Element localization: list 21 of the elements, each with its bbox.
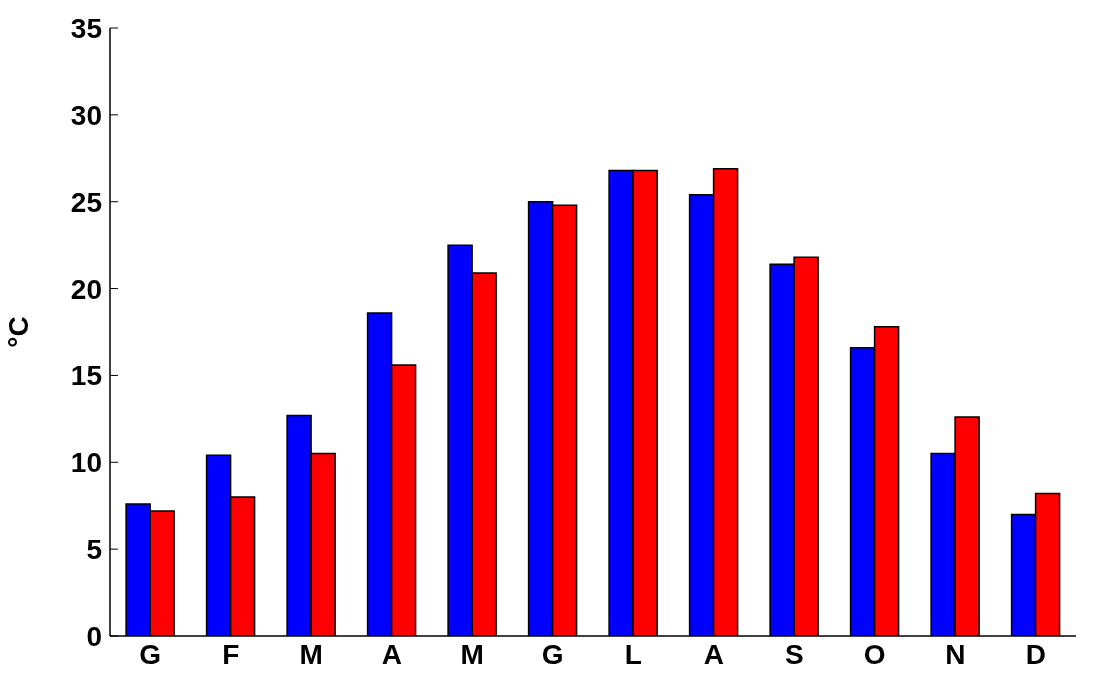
y-tick-label: 30 bbox=[70, 99, 102, 131]
x-tick-label: D bbox=[1025, 638, 1046, 670]
x-tick-label: S bbox=[784, 638, 804, 670]
x-tick-label: A bbox=[703, 638, 724, 670]
x-tick-label: N bbox=[945, 638, 966, 670]
x-tick-label: G bbox=[541, 638, 564, 670]
x-tick-label: A bbox=[381, 638, 402, 670]
x-tick-label: G bbox=[139, 638, 162, 670]
y-axis-title: °C bbox=[2, 316, 34, 348]
y-tick-label: 10 bbox=[70, 447, 102, 479]
y-tick-label: 15 bbox=[70, 360, 102, 392]
y-tick-label: 5 bbox=[86, 534, 102, 566]
x-tick-label: F bbox=[222, 638, 240, 670]
y-tick-label: 20 bbox=[70, 273, 102, 305]
y-tick-label: 25 bbox=[70, 186, 102, 218]
x-tick-label: M bbox=[299, 638, 323, 670]
x-tick-label: O bbox=[863, 638, 886, 670]
y-tick-label: 0 bbox=[86, 620, 102, 652]
y-tick-label: 35 bbox=[70, 12, 102, 44]
x-tick-label: L bbox=[624, 638, 642, 670]
x-tick-label: M bbox=[460, 638, 484, 670]
